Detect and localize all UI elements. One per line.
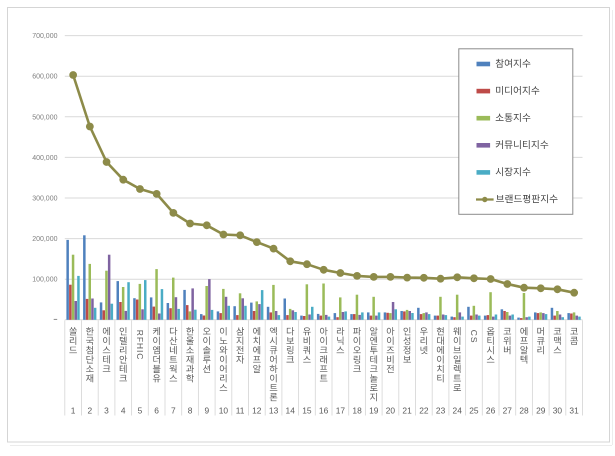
svg-text:16: 16	[319, 405, 329, 415]
svg-text:20: 20	[386, 405, 396, 415]
svg-text:22: 22	[419, 405, 429, 415]
svg-text:CS: CS	[469, 330, 479, 344]
svg-text:28: 28	[519, 405, 529, 415]
svg-text:23: 23	[436, 405, 446, 415]
svg-text:7: 7	[171, 405, 176, 415]
svg-text:27: 27	[503, 405, 513, 415]
svg-text:700,000: 700,000	[32, 33, 57, 40]
svg-text:31: 31	[569, 405, 579, 415]
svg-text:RFHIC: RFHIC	[135, 330, 145, 360]
svg-text:4: 4	[121, 405, 126, 415]
svg-text:18: 18	[352, 405, 362, 415]
svg-text:8: 8	[188, 405, 193, 415]
svg-text:6: 6	[154, 405, 159, 415]
svg-text:26: 26	[486, 405, 496, 415]
svg-text:29: 29	[536, 405, 546, 415]
svg-text:600,000: 600,000	[32, 74, 57, 81]
svg-text:1: 1	[71, 405, 76, 415]
svg-text:300,000: 300,000	[32, 196, 57, 203]
svg-text:19: 19	[369, 405, 379, 415]
svg-text:5: 5	[138, 405, 143, 415]
svg-text:11: 11	[236, 405, 245, 415]
svg-text:25: 25	[469, 405, 479, 415]
svg-text:24: 24	[453, 405, 463, 415]
svg-text:400,000: 400,000	[32, 155, 57, 162]
svg-text:3: 3	[104, 405, 109, 415]
svg-text:30: 30	[553, 405, 563, 415]
svg-text:13: 13	[269, 405, 279, 415]
svg-text:200,000: 200,000	[32, 236, 57, 243]
svg-text:100,000: 100,000	[32, 277, 57, 284]
svg-text:10: 10	[219, 405, 229, 415]
svg-text:2: 2	[87, 405, 92, 415]
svg-text:21: 21	[402, 405, 412, 415]
svg-text:17: 17	[336, 405, 346, 415]
svg-text:12: 12	[252, 405, 262, 415]
svg-text:500,000: 500,000	[32, 114, 57, 121]
svg-text:15: 15	[302, 405, 312, 415]
svg-text:14: 14	[286, 405, 296, 415]
svg-text:9: 9	[204, 405, 209, 415]
